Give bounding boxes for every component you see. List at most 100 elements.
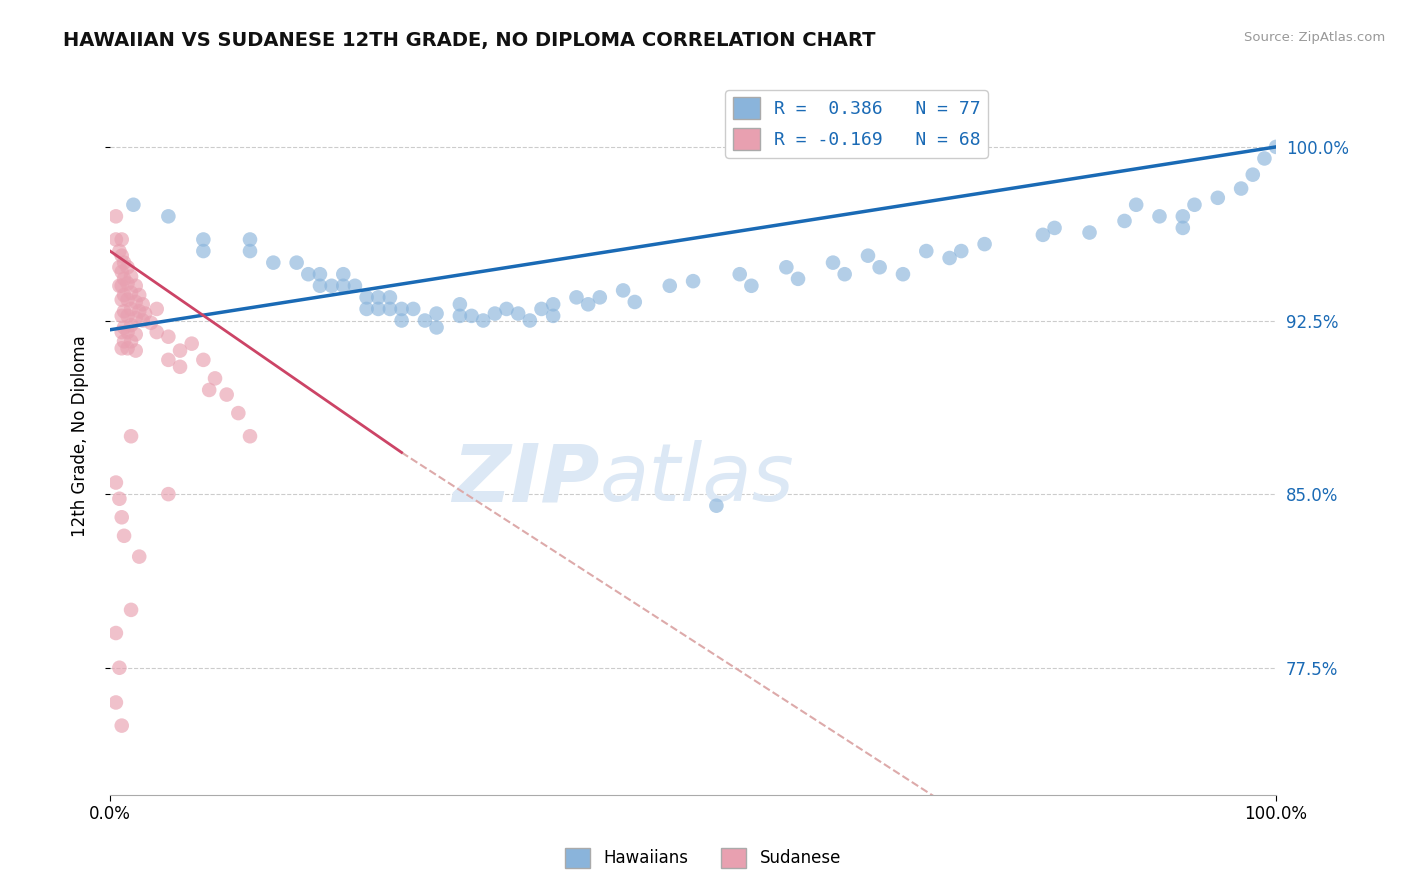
Point <box>112 288 135 302</box>
Point <box>112 255 135 269</box>
Point <box>215 387 238 401</box>
Point <box>125 327 148 342</box>
Point <box>1241 168 1264 182</box>
Point <box>449 297 471 311</box>
Point <box>472 313 495 327</box>
Point <box>128 288 150 302</box>
Point <box>402 301 425 316</box>
Point <box>1184 198 1206 212</box>
Point <box>309 278 332 293</box>
Point <box>356 301 378 316</box>
Point <box>508 307 530 321</box>
Point <box>728 267 751 281</box>
Point <box>938 251 960 265</box>
Point <box>623 295 645 310</box>
Point <box>111 341 134 355</box>
Point <box>104 475 127 490</box>
Point <box>950 244 973 258</box>
Point <box>125 311 148 326</box>
Point <box>1149 210 1171 224</box>
Point <box>530 301 553 316</box>
Point <box>120 318 142 333</box>
Point <box>915 244 938 258</box>
Point <box>297 267 319 281</box>
Point <box>112 529 135 543</box>
Point <box>343 278 366 293</box>
Point <box>111 309 134 323</box>
Point <box>120 285 142 300</box>
Point <box>117 325 139 339</box>
Point <box>834 267 856 281</box>
Point <box>1114 214 1136 228</box>
Text: atlas: atlas <box>600 441 794 518</box>
Point <box>125 343 148 358</box>
Point <box>973 237 995 252</box>
Point <box>139 316 162 330</box>
Point <box>112 304 135 318</box>
Point <box>204 371 226 385</box>
Point <box>285 255 308 269</box>
Point <box>117 309 139 323</box>
Point <box>484 307 506 321</box>
Point <box>128 304 150 318</box>
Point <box>891 267 914 281</box>
Point <box>112 334 135 349</box>
Legend: R =  0.386   N = 77, R = -0.169   N = 68: R = 0.386 N = 77, R = -0.169 N = 68 <box>725 90 988 158</box>
Point <box>1125 198 1147 212</box>
Point <box>193 244 215 258</box>
Point <box>495 301 517 316</box>
Point <box>198 383 221 397</box>
Point <box>228 406 250 420</box>
Point <box>356 290 378 304</box>
Point <box>132 297 155 311</box>
Point <box>169 343 191 358</box>
Point <box>541 297 564 311</box>
Point <box>128 549 150 564</box>
Point <box>125 278 148 293</box>
Point <box>541 309 564 323</box>
Point <box>519 313 541 327</box>
Point <box>111 293 134 307</box>
Point <box>117 277 139 291</box>
Point <box>1253 152 1275 166</box>
Point <box>111 278 134 293</box>
Point <box>706 499 728 513</box>
Point <box>1032 227 1054 242</box>
Point <box>117 341 139 355</box>
Point <box>321 278 343 293</box>
Text: ZIP: ZIP <box>453 441 600 518</box>
Point <box>869 260 891 275</box>
Point <box>112 272 135 286</box>
Point <box>157 487 180 501</box>
Point <box>111 232 134 246</box>
Point <box>239 429 262 443</box>
Point <box>108 661 131 675</box>
Point <box>425 307 447 321</box>
Point <box>682 274 704 288</box>
Point <box>239 244 262 258</box>
Point <box>367 301 389 316</box>
Point <box>111 265 134 279</box>
Point <box>125 295 148 310</box>
Point <box>413 313 436 327</box>
Point <box>740 278 762 293</box>
Point <box>157 352 180 367</box>
Point <box>565 290 588 304</box>
Point <box>120 301 142 316</box>
Point <box>120 269 142 284</box>
Point <box>1171 221 1194 235</box>
Point <box>145 301 167 316</box>
Point <box>157 329 180 343</box>
Point <box>775 260 797 275</box>
Point <box>120 429 142 443</box>
Point <box>1265 140 1288 154</box>
Point <box>112 320 135 334</box>
Point <box>1230 181 1253 195</box>
Point <box>589 290 612 304</box>
Point <box>111 325 134 339</box>
Point <box>111 718 134 732</box>
Point <box>378 290 401 304</box>
Point <box>787 272 810 286</box>
Point <box>104 210 127 224</box>
Text: Source: ZipAtlas.com: Source: ZipAtlas.com <box>1244 31 1385 45</box>
